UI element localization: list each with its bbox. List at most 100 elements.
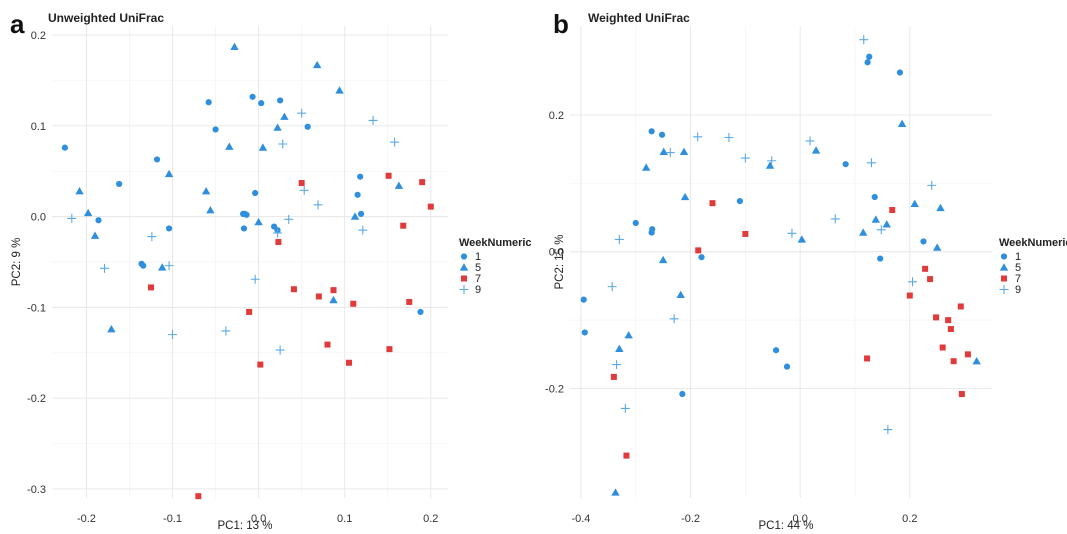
x-tick-label: 0.0: [793, 513, 808, 525]
chart-title: Weighted UniFrac: [588, 11, 690, 25]
data-point: [278, 139, 288, 149]
data-point: [354, 191, 361, 198]
data-point: [350, 212, 360, 220]
data-point: [742, 230, 749, 237]
data-point: [765, 161, 775, 169]
data-point: [889, 207, 896, 214]
data-point: [659, 147, 668, 156]
data-point: [783, 363, 791, 370]
series-week-5: [75, 42, 404, 333]
data-point: [205, 99, 212, 106]
data-point: [866, 158, 876, 168]
legend-marker: [460, 253, 468, 260]
data-point: [866, 53, 873, 60]
data-point: [417, 308, 424, 316]
data-point: [950, 358, 957, 365]
data-point: [201, 187, 211, 195]
data-point: [910, 199, 919, 208]
series-week-7: [610, 200, 971, 459]
data-point: [772, 347, 780, 354]
data-point: [648, 128, 655, 135]
data-point: [83, 208, 93, 217]
x-tick-label: -0.4: [571, 513, 590, 525]
legend-label: 5: [1015, 262, 1021, 274]
data-point: [298, 180, 305, 187]
data-point: [280, 112, 289, 120]
data-point: [693, 132, 703, 142]
data-point: [945, 317, 952, 324]
data-point: [297, 108, 307, 118]
series-week-1: [580, 53, 927, 398]
data-point: [252, 189, 259, 197]
data-point: [736, 198, 743, 205]
series-week-7: [148, 172, 434, 500]
data-point: [679, 390, 686, 398]
data-point: [623, 452, 630, 459]
data-point: [313, 200, 323, 210]
data-point: [406, 298, 413, 305]
data-point: [615, 344, 624, 353]
data-point: [419, 179, 426, 186]
data-point: [698, 254, 705, 261]
data-point: [90, 231, 100, 239]
data-point: [927, 180, 937, 190]
data-point: [842, 161, 849, 168]
data-point: [290, 286, 297, 293]
data-point: [932, 243, 942, 251]
legend-label: 9: [475, 284, 481, 296]
data-point: [933, 314, 940, 321]
data-point: [330, 287, 337, 294]
data-point: [275, 345, 285, 355]
data-point: [958, 391, 965, 398]
data-point: [258, 100, 265, 107]
data-point: [277, 97, 284, 104]
data-point: [581, 329, 588, 336]
data-point: [936, 203, 945, 212]
data-point: [147, 232, 157, 242]
data-point: [610, 373, 617, 380]
data-point: [240, 225, 248, 232]
data-point: [871, 193, 878, 201]
data-point: [315, 293, 322, 300]
x-tick-label: 0.0: [251, 513, 266, 525]
data-point: [908, 277, 918, 287]
legend-label: 7: [1015, 273, 1021, 285]
y-tick-label: 0.0: [549, 247, 564, 259]
legend-label: 9: [1015, 284, 1021, 296]
data-point: [257, 361, 264, 368]
data-point: [390, 137, 400, 147]
series-week-9: [607, 35, 937, 435]
data-point: [580, 296, 587, 303]
x-tick-label: -0.2: [681, 513, 700, 525]
legend-label: 1: [1015, 251, 1021, 263]
data-point: [724, 133, 734, 143]
legend-label: 5: [475, 262, 481, 274]
data-point: [669, 314, 679, 324]
data-point: [329, 295, 338, 304]
y-tick-label: 0.0: [31, 212, 46, 224]
data-point: [225, 142, 234, 150]
data-point: [620, 403, 630, 413]
legend-title: WeekNumeric: [459, 237, 532, 249]
data-point: [939, 344, 946, 351]
data-point: [195, 493, 202, 500]
data-point: [876, 225, 886, 235]
data-point: [896, 69, 904, 76]
data-point: [947, 326, 954, 333]
data-point: [67, 213, 77, 223]
y-tick-label: -0.1: [27, 302, 46, 314]
data-point: [386, 346, 393, 353]
data-point: [611, 488, 620, 496]
data-point: [230, 42, 239, 51]
y-tick-label: 0.2: [549, 110, 564, 122]
data-point: [206, 206, 215, 214]
data-point: [299, 185, 309, 195]
data-point: [922, 265, 929, 272]
data-point: [212, 126, 219, 133]
data-point: [75, 187, 84, 195]
data-point: [346, 359, 352, 366]
data-point: [368, 115, 378, 125]
legend-marker: [1001, 275, 1007, 282]
